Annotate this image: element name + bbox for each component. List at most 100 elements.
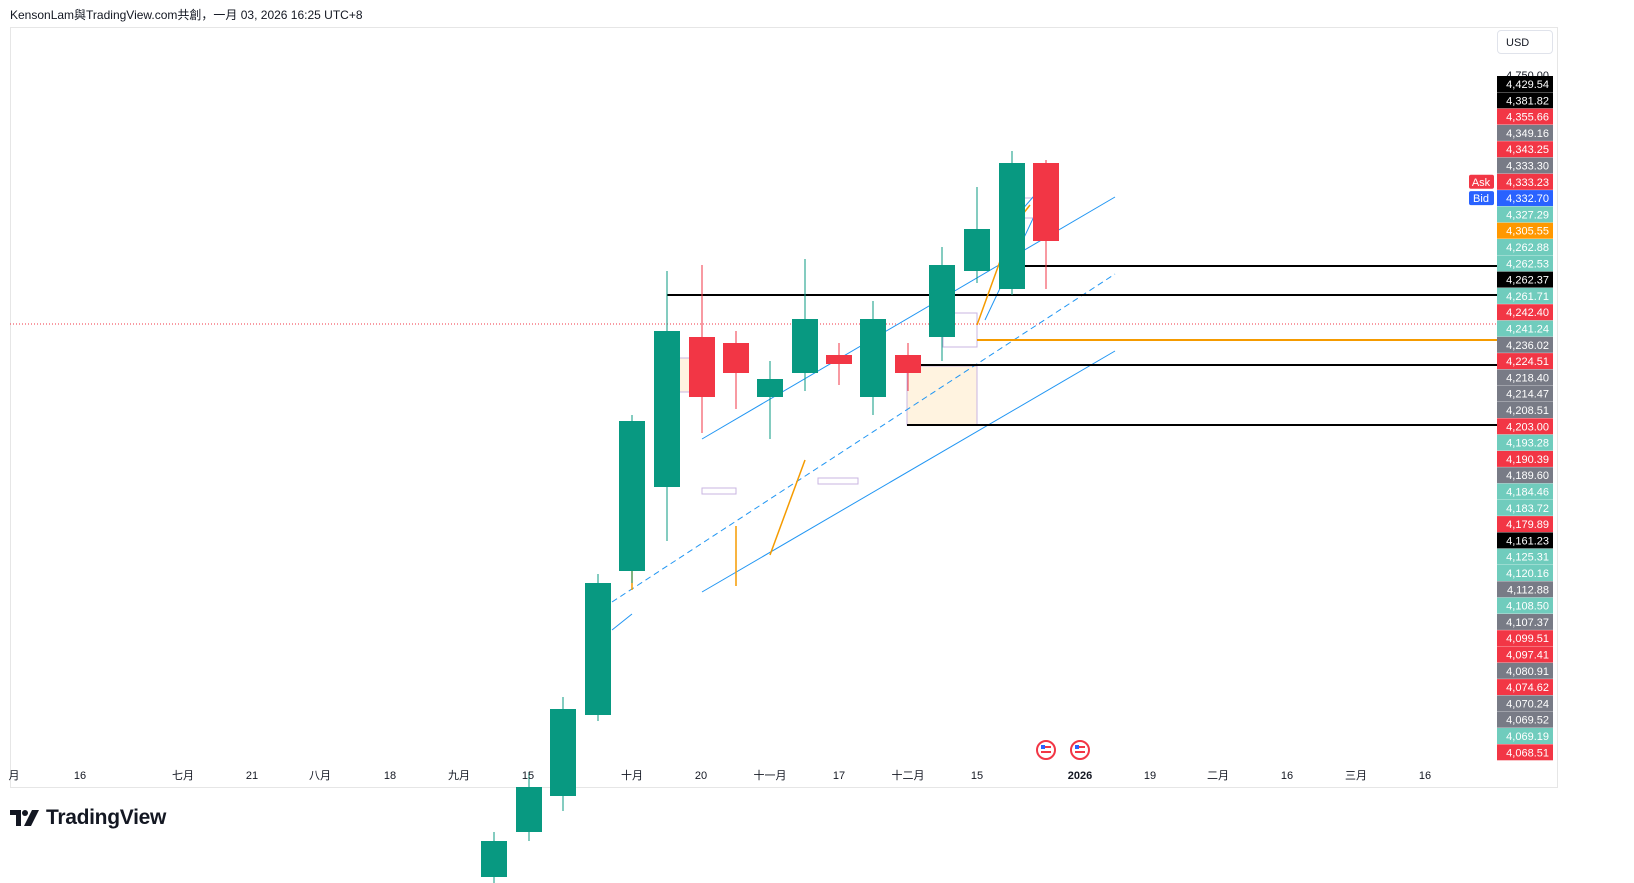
price-label-text: 4,208.51 [1506, 405, 1549, 417]
price-label-text: 4,218.40 [1506, 372, 1549, 384]
price-label: 4,193.28 [1497, 434, 1553, 451]
price-label-text: 4,125.31 [1506, 552, 1549, 564]
price-label-bg [1497, 581, 1553, 598]
event-canton [1041, 745, 1045, 749]
price-label-bg [1497, 92, 1553, 109]
price-label: 4,108.50 [1497, 597, 1553, 614]
price-label-bg [1497, 271, 1553, 288]
price-label: 4,327.29 [1497, 206, 1553, 223]
price-tag-bg [1469, 174, 1494, 189]
candle [619, 415, 645, 583]
price-label-bg [1497, 336, 1553, 353]
price-label-text: 4,261.71 [1506, 291, 1549, 303]
time-tick-label: 18 [384, 770, 396, 782]
price-label-bg [1497, 239, 1553, 255]
event-ring [1036, 740, 1056, 760]
time-tick-label: 16 [74, 770, 86, 782]
time-tick-label: 15 [971, 770, 983, 782]
price-label-bg [1497, 467, 1553, 484]
price-label-bg [1497, 711, 1553, 728]
price-label-text: 4,179.89 [1506, 519, 1549, 531]
price-label: 4,262.53 [1497, 255, 1553, 272]
price-label-text: 4,161.23 [1506, 535, 1549, 547]
price-label: 4,218.40 [1497, 369, 1553, 386]
price-label: 4,069.52 [1497, 711, 1553, 728]
time-tick-label: 三月 [1345, 770, 1367, 782]
price-label-text: 4,242.40 [1506, 307, 1549, 319]
price-label-bg [1497, 613, 1553, 630]
price-label-text: 4,189.60 [1506, 470, 1549, 482]
chart-header: KensonLam與TradingView.com共創，一月 03, 2026 … [10, 8, 363, 22]
event-stripe [1041, 751, 1051, 753]
candle [689, 265, 715, 433]
time-tick-label: 十二月 [892, 768, 925, 782]
price-label-text: 4,262.88 [1506, 242, 1549, 254]
price-label-text: 4,236.02 [1506, 340, 1549, 352]
price-label-bg [1497, 190, 1553, 207]
drawing-lines [10, 180, 1497, 631]
price-label-bg [1497, 662, 1553, 679]
event-stripe [1075, 751, 1085, 753]
tradingview-logo[interactable]: TradingView [10, 806, 166, 830]
price-label-text: 4,349.16 [1506, 128, 1549, 140]
price-label-text: 4,183.72 [1506, 503, 1549, 515]
price-label: 4,349.16 [1497, 124, 1553, 141]
candle-body [550, 709, 576, 796]
price-label-bg [1497, 206, 1553, 223]
price-label-bg [1497, 385, 1553, 402]
price-label-text: 4,333.23 [1506, 177, 1549, 189]
currency-button[interactable]: USD [1497, 30, 1553, 54]
price-label: 4,261.71 [1497, 287, 1553, 304]
candle-body [929, 265, 955, 337]
candle [723, 331, 749, 409]
price-label-text: 4,224.51 [1506, 356, 1549, 368]
price-label-text: 4,184.46 [1506, 487, 1549, 499]
price-label-bg [1497, 157, 1553, 174]
price-label-bg [1497, 76, 1553, 92]
price-label-text: 4,381.82 [1506, 95, 1549, 107]
time-tick-label: 十月 [621, 768, 643, 782]
price-label-text: 4,262.53 [1506, 258, 1549, 270]
price-label-text: 4,190.39 [1506, 454, 1549, 466]
candle [1033, 160, 1059, 289]
price-label-text: 4,332.70 [1506, 193, 1549, 205]
candle [792, 259, 818, 391]
brand-name: TradingView [46, 806, 167, 829]
time-tick-label: 月 [9, 770, 20, 782]
time-tick-label: 20 [695, 770, 707, 782]
price-label-text: 4,429.54 [1506, 79, 1549, 91]
price-label-bg [1497, 434, 1553, 451]
price-label-text: 4,097.41 [1506, 650, 1549, 662]
candle [999, 151, 1025, 295]
price-label-bg [1497, 499, 1553, 516]
price-tag-text: Ask [1472, 177, 1491, 189]
price-label: 4,333.23 Ask [1469, 173, 1553, 190]
time-tick-label: 八月 [309, 770, 331, 782]
price-label: 4,305.55 [1497, 222, 1553, 239]
price-label-text: 4,193.28 [1506, 438, 1549, 450]
price-label: 4,069.19 [1497, 728, 1553, 744]
price-label: 4,262.37 [1497, 271, 1553, 288]
price-label: 4,203.00 [1497, 418, 1553, 435]
event-ring [1070, 740, 1090, 760]
price-label-bg [1497, 646, 1553, 663]
candle [654, 271, 680, 541]
time-tick-label: 2026 [1068, 770, 1092, 782]
candle-body [619, 421, 645, 571]
price-label-bg [1497, 141, 1553, 158]
price-label-bg [1497, 304, 1553, 321]
candle-body [689, 337, 715, 397]
time-tick-label: 19 [1144, 770, 1156, 782]
price-label-bg [1497, 597, 1553, 614]
us-event-icon [1036, 740, 1056, 760]
zone-box [701, 487, 737, 495]
price-label-bg [1497, 222, 1553, 239]
price-label-bg [1497, 255, 1553, 272]
price-label-bg [1497, 532, 1553, 549]
time-axis: 月 16 七月 21 八月 18 九月 15 十月 20 十一月 17 十二月 15 2026 19 二月 16 三… [9, 768, 1432, 782]
price-label-text: 4,355.66 [1506, 112, 1549, 124]
price-label-text: 4,305.55 [1506, 226, 1549, 238]
price-label-bg [1497, 548, 1553, 565]
event-canton [1075, 745, 1079, 749]
